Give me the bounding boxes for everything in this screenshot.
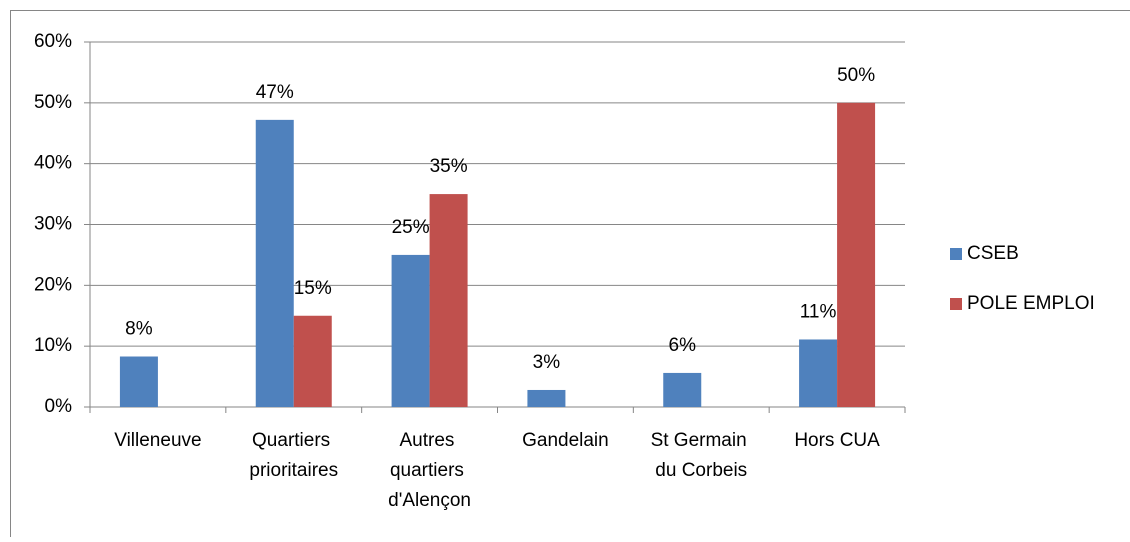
data-label: 11% xyxy=(800,301,837,322)
chart-frame xyxy=(11,11,1130,538)
legend-swatch xyxy=(950,248,962,260)
data-label: 50% xyxy=(837,65,875,86)
data-label: 25% xyxy=(392,217,430,238)
bar xyxy=(799,339,837,407)
legend-label: CSEB xyxy=(967,243,1019,264)
bar xyxy=(120,357,158,407)
x-tick-label: Hors CUA xyxy=(794,430,880,451)
bar xyxy=(430,194,468,407)
data-label: 15% xyxy=(294,278,332,299)
x-tick-label: St Germain du Corbeis xyxy=(651,430,752,481)
bar xyxy=(392,255,430,407)
data-label: 47% xyxy=(256,82,294,103)
y-tick-label: 0% xyxy=(45,396,73,417)
x-tick-label: Autres quartiers d'Alençon xyxy=(388,430,471,511)
y-tick-label: 20% xyxy=(34,274,72,295)
bar xyxy=(663,373,701,407)
data-label: 8% xyxy=(125,319,153,340)
y-tick-label: 10% xyxy=(34,335,72,356)
y-tick-label: 40% xyxy=(34,153,72,174)
data-label: 6% xyxy=(669,335,697,356)
bar xyxy=(256,120,294,407)
data-label: 35% xyxy=(430,156,468,177)
y-tick-label: 60% xyxy=(34,31,72,52)
legend-swatch xyxy=(950,298,962,310)
y-tick-label: 30% xyxy=(34,214,72,235)
bar xyxy=(527,390,565,407)
bar xyxy=(294,316,332,407)
legend-label: POLE EMPLOI xyxy=(967,293,1095,314)
y-tick-label: 50% xyxy=(34,92,72,113)
x-tick-label: Quartiers prioritaires xyxy=(249,430,338,481)
data-label: 3% xyxy=(533,352,561,373)
x-tick-label: Villeneuve xyxy=(114,430,201,451)
bar xyxy=(837,103,875,407)
x-tick-label: Gandelain xyxy=(522,430,609,451)
